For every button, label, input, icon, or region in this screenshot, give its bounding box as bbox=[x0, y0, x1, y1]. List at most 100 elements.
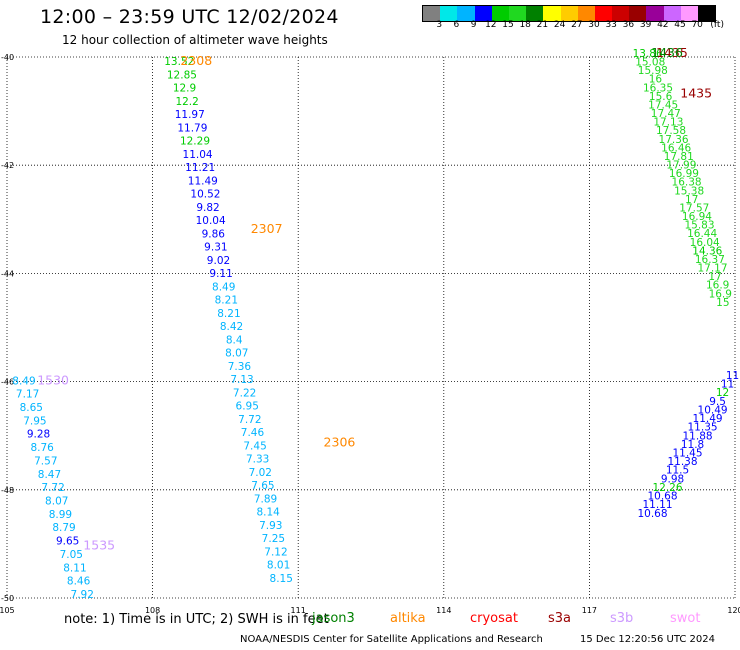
wave-height-value: 15 bbox=[716, 297, 729, 309]
wave-height-value: 7.02 bbox=[249, 467, 272, 479]
chart-title: 12:00 – 23:59 UTC 12/02/2024 bbox=[40, 6, 339, 28]
color-swatch bbox=[646, 6, 664, 21]
wave-height-value: 7.57 bbox=[34, 455, 57, 467]
legend-item-altika: altika bbox=[390, 611, 426, 626]
wave-height-value: 11.49 bbox=[693, 413, 723, 425]
pass-time-label: 2307 bbox=[251, 221, 283, 236]
wave-height-value: 9.28 bbox=[27, 429, 50, 441]
wave-height-value: 15.83 bbox=[684, 220, 714, 232]
wave-height-value: 7.89 bbox=[254, 493, 277, 505]
pass-time-label: 1535 bbox=[83, 537, 115, 552]
wave-height-value: 16.9 bbox=[709, 288, 732, 300]
wave-height-value: 7.36 bbox=[228, 361, 252, 373]
wave-height-value: 11.04 bbox=[183, 149, 213, 161]
color-scale-tick: 12 bbox=[485, 20, 497, 30]
wave-height-value: 8.21 bbox=[215, 295, 238, 307]
color-swatch bbox=[663, 6, 681, 21]
wave-height-value: 11.88 bbox=[683, 430, 713, 442]
wave-height-value: 11.45 bbox=[672, 447, 702, 459]
wave-height-value: 7.65 bbox=[251, 480, 274, 492]
color-scale-labels: 3 6 9 12 15 18 21 24 27 30 33 36 39 42 45 70 (ft) bbox=[422, 20, 740, 34]
wave-height-value: 11.35 bbox=[688, 422, 718, 434]
wave-height-value: 8.42 bbox=[220, 321, 243, 333]
lat-tick-label: -48 bbox=[1, 486, 14, 495]
wave-height-value: 12.29 bbox=[180, 136, 210, 148]
wave-height-value: 17.81 bbox=[664, 151, 694, 163]
lon-tick-label: 105 bbox=[0, 606, 15, 615]
color-swatch bbox=[612, 6, 630, 21]
color-swatch bbox=[577, 6, 595, 21]
lon-tick-label: 108 bbox=[145, 606, 160, 615]
wave-height-value: 11.97 bbox=[175, 109, 205, 121]
lat-tick-label: -46 bbox=[1, 378, 14, 387]
lon-tick-label: 120 bbox=[727, 606, 740, 615]
color-scale-tick: 30 bbox=[588, 20, 600, 30]
wave-height-value: 8.49 bbox=[12, 375, 35, 387]
wave-height-value: 7.12 bbox=[264, 546, 287, 558]
wave-height-value: 7.72 bbox=[238, 414, 261, 426]
color-scale-tick: 15 bbox=[502, 20, 514, 30]
axis-tick-labels: 105 108 111 114 117 120 -40 -42 -44 -46 -48 -50 bbox=[0, 53, 740, 615]
footer-note: note: 1) Time is in UTC; 2) SWH is in fe… bbox=[64, 612, 329, 627]
color-swatch bbox=[440, 6, 458, 21]
wave-height-value: 16.37 bbox=[695, 254, 725, 266]
wave-height-value: 8.4 bbox=[226, 334, 243, 346]
wave-height-value: 9.86 bbox=[202, 228, 226, 240]
legend-item-s3a: s3a bbox=[548, 611, 572, 626]
wave-height-value: 7.33 bbox=[246, 454, 269, 466]
color-scale-tick: 27 bbox=[571, 20, 583, 30]
wave-height-value: 10.68 bbox=[637, 508, 667, 520]
wave-height-value: 10.68 bbox=[647, 491, 677, 503]
lon-tick-label: 114 bbox=[436, 606, 451, 615]
wave-height-value: 11 bbox=[726, 370, 739, 382]
wave-height-value: 13.86 bbox=[633, 48, 663, 60]
color-swatch bbox=[594, 6, 613, 21]
wave-height-value: 16.38 bbox=[672, 177, 702, 189]
lat-tick-label: -42 bbox=[1, 161, 14, 170]
color-scale-tick: 18 bbox=[519, 20, 531, 30]
color-scale-unit: (ft) bbox=[710, 20, 724, 30]
color-swatch bbox=[474, 6, 492, 21]
legend-item-s3b: s3b bbox=[610, 611, 634, 626]
grid-lines bbox=[6, 56, 736, 599]
wave-height-value: 7.17 bbox=[16, 389, 39, 401]
color-swatch bbox=[680, 6, 698, 21]
wave-height-value: 9.11 bbox=[209, 268, 232, 280]
wave-height-value: 17 bbox=[685, 194, 698, 206]
color-scale-bar bbox=[422, 5, 717, 22]
wave-height-value: 7.45 bbox=[243, 440, 266, 452]
color-swatch bbox=[629, 6, 647, 21]
pass-time-label: 1436 bbox=[651, 45, 683, 60]
wave-height-value: 11.38 bbox=[667, 456, 697, 468]
wave-height-value: 10.49 bbox=[698, 404, 728, 416]
wave-height-value: 7.25 bbox=[262, 533, 285, 545]
wave-height-value: 8.21 bbox=[217, 308, 240, 320]
wave-height-value: 11.11 bbox=[642, 499, 672, 511]
wave-height-value: 8.01 bbox=[267, 560, 290, 572]
wave-height-value: 8.07 bbox=[45, 496, 68, 508]
wave-height-value: 15.08 bbox=[635, 57, 665, 69]
wave-height-value: 9.82 bbox=[196, 202, 219, 214]
wave-height-value: 8.46 bbox=[67, 576, 91, 588]
lat-tick-label: -40 bbox=[1, 53, 14, 62]
footer-credit: NOAA/NESDIS Center for Satellite Applica… bbox=[240, 634, 543, 645]
color-swatch bbox=[457, 6, 475, 21]
wave-height-value: 16.46 bbox=[661, 142, 691, 154]
wave-height-value: 16.35 bbox=[643, 82, 673, 94]
color-scale-tick: 6 bbox=[453, 20, 460, 30]
wave-height-value: 7.95 bbox=[23, 415, 46, 427]
wave-height-value: 7.22 bbox=[233, 387, 256, 399]
wave-height-value: 11.49 bbox=[188, 175, 218, 187]
pass-time-label: 2306 bbox=[324, 435, 356, 450]
legend-item-swot: swot bbox=[670, 611, 701, 626]
wave-height-value: 17 bbox=[708, 271, 721, 283]
wave-height-value: 12.2 bbox=[175, 96, 198, 108]
wave-height-value: 7.05 bbox=[60, 549, 83, 561]
wave-height-value: 12.85 bbox=[167, 69, 197, 81]
wave-height-value: 10.04 bbox=[196, 215, 226, 227]
wave-height-value: 12 bbox=[716, 387, 729, 399]
wave-height-value: 14.36 bbox=[692, 245, 722, 257]
color-scale-tick: 9 bbox=[470, 20, 477, 30]
